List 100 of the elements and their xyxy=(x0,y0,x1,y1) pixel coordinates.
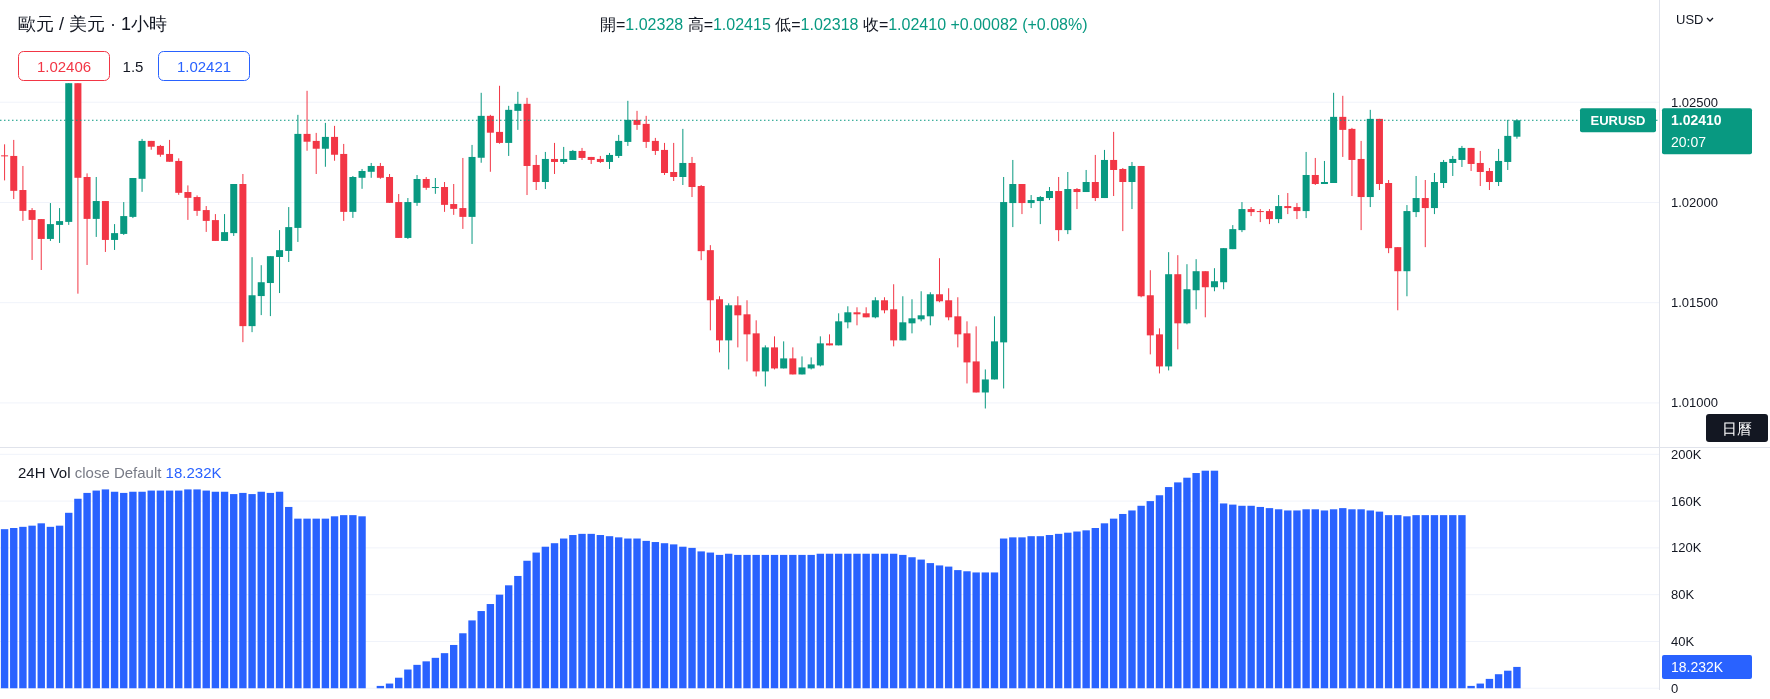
y-tick-label: 1.01000 xyxy=(1671,395,1718,411)
y-tick-label: 120K xyxy=(1671,540,1702,556)
bar xyxy=(110,491,119,689)
bar xyxy=(541,546,550,689)
text: 歐元 / 美元 · 1小時 xyxy=(18,14,168,34)
annotation: 18.232K xyxy=(165,464,222,481)
bar xyxy=(1394,515,1402,689)
bar xyxy=(37,523,45,689)
bar xyxy=(275,491,284,689)
bar xyxy=(1201,470,1209,689)
bar xyxy=(1513,666,1521,689)
bar xyxy=(257,491,265,689)
text: USD xyxy=(1676,12,1704,27)
bar xyxy=(1485,678,1494,689)
bar xyxy=(770,554,779,689)
bar xyxy=(1155,495,1164,689)
bar xyxy=(1421,515,1429,689)
bar xyxy=(120,492,128,689)
bar xyxy=(92,490,100,689)
bar xyxy=(101,489,110,689)
bar xyxy=(990,572,999,689)
bar xyxy=(1210,470,1219,689)
bar xyxy=(1100,523,1109,689)
bar xyxy=(1045,535,1054,689)
bar xyxy=(1256,506,1264,689)
bar xyxy=(605,536,614,689)
bar xyxy=(926,563,935,689)
y-tick-label: 160K xyxy=(1671,493,1702,509)
bar xyxy=(1504,670,1512,689)
bar xyxy=(477,611,485,689)
annotation: 低=1.02318 xyxy=(775,16,863,33)
bar xyxy=(706,552,715,689)
bar xyxy=(559,538,568,689)
bar xyxy=(816,553,825,689)
bar xyxy=(1164,487,1173,689)
annotation: 1.5 xyxy=(122,57,144,75)
bar xyxy=(422,661,430,689)
y-tick-label: 1.02500 xyxy=(1671,94,1718,110)
bar xyxy=(1366,510,1374,689)
bar xyxy=(999,538,1008,689)
annotation: +0.00082 (+0.08%) xyxy=(950,16,1088,33)
y-tick-label: 0 xyxy=(1671,680,1679,696)
annotation: 1.02406 xyxy=(36,57,92,75)
bar xyxy=(340,515,348,689)
bar xyxy=(871,553,880,689)
text: 1.02410 xyxy=(1671,112,1722,129)
text: close Default xyxy=(74,464,166,481)
bar xyxy=(321,518,330,689)
bar xyxy=(505,585,513,689)
bar xyxy=(715,554,724,689)
bar xyxy=(211,491,220,689)
bar xyxy=(266,492,275,689)
bar xyxy=(935,565,944,689)
bar xyxy=(395,677,403,689)
bar xyxy=(669,544,678,689)
ref-line-label: EURUSD xyxy=(1590,112,1646,128)
bar xyxy=(202,490,210,689)
bar xyxy=(1449,515,1457,689)
bar xyxy=(440,653,449,689)
bar xyxy=(944,566,953,689)
bar xyxy=(1494,674,1503,689)
bar xyxy=(1320,510,1329,689)
bar xyxy=(1091,528,1100,689)
bar xyxy=(1174,482,1182,689)
bar xyxy=(550,543,559,689)
y-tick-label: 1.01500 xyxy=(1671,295,1718,311)
bar xyxy=(880,553,889,689)
bar xyxy=(660,543,669,689)
bar xyxy=(1229,504,1237,689)
bar xyxy=(834,553,843,689)
bar xyxy=(1219,503,1228,689)
bar xyxy=(1339,508,1347,689)
bar xyxy=(889,553,898,689)
text: 日曆 xyxy=(1722,419,1752,437)
bar xyxy=(147,490,155,689)
bar xyxy=(596,535,605,689)
annotation: 1.02421 xyxy=(176,57,232,75)
bar xyxy=(1375,511,1384,689)
bar xyxy=(175,490,183,689)
bar xyxy=(1284,510,1292,689)
bar xyxy=(486,604,495,689)
bar xyxy=(779,554,788,689)
bar xyxy=(55,525,64,689)
bar xyxy=(0,529,9,689)
bar xyxy=(165,490,174,689)
bar xyxy=(312,518,320,689)
bar xyxy=(1439,515,1448,689)
y-tick-label: 1.02000 xyxy=(1671,194,1718,210)
y-tick-label: 40K xyxy=(1671,633,1695,649)
bar xyxy=(156,490,165,689)
bar xyxy=(230,494,238,689)
bar xyxy=(330,516,339,689)
bar xyxy=(981,572,990,689)
text: 18.232K xyxy=(1671,658,1724,675)
bar xyxy=(495,594,504,689)
bar xyxy=(1109,518,1118,689)
annotation: 收=1.02410 xyxy=(862,16,951,33)
bar xyxy=(431,657,440,689)
bar xyxy=(761,554,770,689)
bar xyxy=(65,512,73,689)
